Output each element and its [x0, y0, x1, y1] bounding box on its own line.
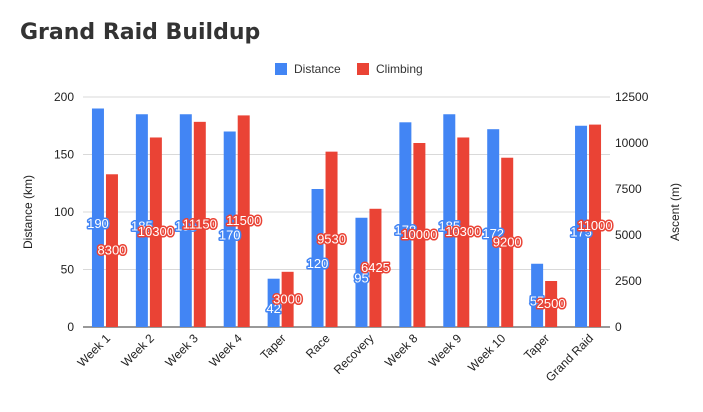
data-label-distance: 185 [438, 219, 460, 234]
bar-climbing [501, 157, 514, 327]
x-tick-label: Race [303, 331, 333, 361]
x-tick-label: Recovery [331, 331, 377, 377]
bar-distance [355, 217, 368, 327]
legend-swatch-climbing [357, 63, 369, 75]
data-label-distance: 185 [131, 219, 153, 234]
data-label-distance: 178 [395, 223, 417, 238]
data-label-distance: 190 [87, 216, 109, 231]
legend-label-distance: Distance [294, 62, 341, 76]
bar-distance [487, 129, 500, 327]
y-tick-label: 200 [54, 90, 74, 104]
data-label-climbing: 9200 [493, 234, 522, 249]
y2-tick-label: 12500 [615, 90, 649, 104]
bar-climbing [589, 124, 602, 327]
y-axis-title: Distance (km) [21, 175, 35, 249]
bar-distance [311, 189, 324, 327]
y2-tick-label: 10000 [615, 136, 649, 150]
legend-label-climbing: Climbing [376, 62, 423, 76]
x-tick-label: Week 1 [75, 331, 114, 370]
data-label-climbing: 9530 [317, 231, 346, 246]
data-label-distance: 185 [175, 219, 197, 234]
data-label-climbing: 2500 [537, 296, 566, 311]
data-label-distance: 95 [354, 270, 368, 285]
bar-distance [223, 131, 236, 327]
bar-climbing [149, 137, 162, 327]
bar-climbing [545, 281, 558, 327]
data-label-distance: 172 [482, 226, 504, 241]
data-label-distance: 175 [570, 224, 592, 239]
data-label-climbing: 10300 [445, 224, 481, 239]
x-tick-label: Week 8 [382, 331, 421, 370]
x-tick-label: Week 2 [118, 331, 157, 370]
bar-climbing [105, 174, 118, 327]
data-label-climbing: 3000 [273, 291, 302, 306]
bar-distance [399, 122, 412, 327]
bar-climbing [325, 151, 338, 327]
data-label-distance: 170 [219, 227, 241, 242]
y-tick-label: 0 [67, 320, 74, 334]
bar-distance [267, 278, 280, 327]
bar-distance [179, 114, 192, 327]
bar-climbing [413, 143, 426, 327]
bar-climbing [457, 137, 470, 327]
bar-distance [531, 263, 544, 327]
x-tick-label: Week 4 [206, 331, 245, 370]
y-tick-label: 150 [54, 148, 74, 162]
data-label-climbing: 10300 [138, 224, 174, 239]
x-tick-label: Grand Raid [543, 331, 596, 384]
data-label-climbing: 11000 [577, 218, 612, 233]
y-tick-label: 100 [54, 205, 74, 219]
x-tick-label: Week 9 [426, 331, 465, 370]
bar-distance [91, 108, 104, 327]
y2-tick-label: 2500 [615, 274, 642, 288]
bar-climbing [193, 121, 206, 327]
bar-climbing [281, 271, 294, 327]
y-tick-label: 50 [61, 263, 75, 277]
data-label-climbing: 6425 [361, 260, 390, 275]
y2-tick-label: 5000 [615, 228, 642, 242]
data-label-distance: 120 [307, 256, 329, 271]
bar-distance [575, 125, 588, 327]
chart-title: Grand Raid Buildup [20, 20, 261, 45]
x-tick-label: Week 10 [465, 331, 508, 374]
bar-distance [135, 114, 148, 327]
y2-axis-title: Ascent (m) [668, 183, 682, 241]
bar-distance [443, 114, 456, 327]
x-tick-label: Taper [258, 331, 289, 362]
data-label-climbing: 10000 [401, 227, 437, 242]
data-label-distance: 55 [530, 293, 544, 308]
legend-swatch-distance [275, 63, 287, 75]
data-label-climbing: 11500 [226, 213, 261, 228]
x-tick-label: Week 3 [162, 331, 201, 370]
data-label-distance: 42 [266, 301, 280, 316]
data-label-climbing: 8300 [97, 243, 126, 258]
y2-tick-label: 7500 [615, 182, 642, 196]
data-label-climbing: 11150 [183, 216, 217, 231]
y2-tick-label: 0 [615, 320, 622, 334]
bar-climbing [369, 208, 382, 327]
bar-climbing [237, 115, 250, 328]
x-tick-label: Taper [521, 331, 552, 362]
